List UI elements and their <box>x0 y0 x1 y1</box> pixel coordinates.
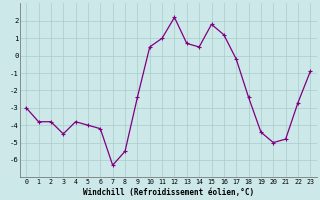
X-axis label: Windchill (Refroidissement éolien,°C): Windchill (Refroidissement éolien,°C) <box>83 188 254 197</box>
